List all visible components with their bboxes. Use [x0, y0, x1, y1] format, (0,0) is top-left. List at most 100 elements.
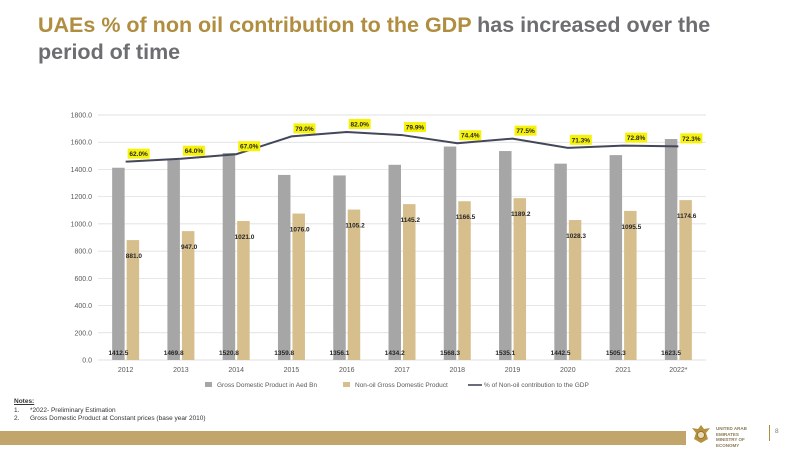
legend-label: Gross Domestic Product in Aed Bn: [217, 382, 317, 389]
pct-line: [125, 130, 679, 163]
gdp-bar: [664, 139, 678, 360]
x-tick-label: 2019: [505, 367, 521, 374]
gdp-data-label: 1568.3: [440, 350, 460, 357]
page-title-rest: has increased over the period of time: [38, 13, 711, 64]
gdp-bar: [333, 175, 346, 360]
gdp-data-label: 1359.8: [274, 350, 294, 357]
nonoil-bar: [513, 198, 527, 360]
pct-data-label: 72.8%: [627, 135, 646, 142]
y-tick-label: 200.0: [74, 330, 92, 337]
chart-bars: [112, 139, 692, 360]
page-number: 8: [775, 428, 779, 435]
nonoil-bar: [237, 221, 250, 360]
x-tick-label: 2015: [284, 367, 300, 374]
gdp-bar: [277, 174, 291, 360]
nonoil-data-label: 1028.3: [566, 233, 586, 240]
gdp-data-label: 1356.1: [330, 350, 350, 357]
gdp-bar: [222, 153, 236, 360]
ministry-line: UNITED ARAB EMIRATES: [716, 426, 747, 437]
nonoil-data-label: 1105.2: [345, 223, 365, 230]
pct-data-label: 74.4%: [461, 133, 480, 140]
pct-label-bg: [459, 130, 482, 141]
nonoil-bar: [181, 231, 195, 360]
gdp-data-label: 1535.1: [495, 350, 515, 357]
pct-label-bg: [404, 122, 426, 133]
uae-emblem-icon: [692, 425, 710, 443]
legend-label: Non-oil Gross Domestic Product: [355, 382, 448, 389]
nonoil-data-label: 1076.0: [290, 227, 310, 234]
chart-legend: Gross Domestic Product in Aed Bn Non-oil …: [205, 382, 589, 389]
nonoil-data-label: 1166.5: [456, 214, 476, 221]
chart-line: [125, 130, 679, 163]
gdp-data-label: 1412.5: [108, 350, 128, 357]
pct-data-label: 71.3%: [572, 137, 591, 144]
pct-data-label: 67.0%: [240, 144, 259, 151]
y-tick-label: 400.0: [74, 303, 92, 310]
pct-label-bg: [569, 134, 592, 145]
pct-data-label: 62.0%: [129, 151, 148, 158]
note-text: Gross Domestic Product at Constant price…: [30, 415, 206, 422]
y-tick-label: 0.0: [82, 358, 92, 365]
note-text: *2022- Preliminary Estimation: [30, 406, 116, 414]
x-tick-label: 2012: [118, 367, 134, 374]
ministry-name: UNITED ARAB EMIRATES MINISTRY OF ECONOMY: [716, 426, 768, 448]
pct-label-bg: [293, 123, 316, 134]
chart-grid: [98, 114, 706, 361]
legend-swatch: [343, 382, 350, 387]
gdp-bar: [499, 151, 512, 360]
legend-swatch: [205, 382, 212, 387]
page-title: UAEs % of non oil contribution to the GD…: [38, 12, 768, 66]
gdp-bar: [388, 164, 401, 360]
gdp-data-label: 1442.5: [551, 350, 571, 357]
y-axis-ticks: 0.0 200.0 400.0 600.0 800.0 1000.0 1200.0 1400.…: [71, 113, 93, 365]
x-tick-label: 2021: [615, 367, 631, 374]
nonoil-bar: [347, 209, 361, 360]
x-tick-label: 2016: [339, 367, 355, 374]
nonoil-bar: [292, 213, 305, 360]
page-title-accent: UAEs % of non oil contribution to the GD…: [38, 13, 472, 37]
nonoil-bar: [126, 240, 140, 360]
pct-label-bg: [680, 133, 703, 144]
pct-label-bg: [514, 125, 537, 136]
gdp-bar: [112, 167, 125, 360]
gdp-data-label: 1520.8: [219, 350, 239, 357]
pct-data-label: 77.5%: [516, 128, 535, 135]
pct-data-label: 64.0%: [185, 148, 204, 155]
gdp-chart: 0.0 200.0 400.0 600.0 800.0 1000.0 1200.0 1400.…: [71, 113, 706, 389]
note-number: 1.: [14, 406, 20, 414]
pct-label-bg: [625, 132, 648, 143]
nonoil-data-label: 1095.5: [621, 224, 641, 231]
y-tick-label: 600.0: [74, 276, 92, 283]
note-item: 2. Gross Domestic Product at Constant pri…: [14, 415, 206, 424]
y-tick-label: 1600.0: [71, 140, 93, 147]
nonoil-data-label: 1145.2: [400, 217, 420, 224]
x-tick-label: 2014: [228, 367, 244, 374]
gdp-data-label: 1434.2: [385, 350, 405, 357]
x-tick-label: 2013: [173, 367, 189, 374]
footer-bar: [0, 431, 686, 445]
notes: Notes: 1. *2022- Preliminary Estimation 2…: [14, 398, 206, 424]
nonoil-bar: [624, 210, 637, 360]
pct-data-label: 79.9%: [406, 125, 425, 132]
nonoil-bar: [568, 220, 582, 360]
nonoil-data-label: 1189.2: [511, 211, 531, 218]
nonoil-data-label: 1174.6: [677, 213, 697, 220]
gdp-bar: [609, 155, 623, 360]
nonoil-data-label: 947.0: [181, 244, 198, 251]
x-tick-label: 2020: [560, 367, 576, 374]
gdp-data-label: 1623.5: [661, 350, 681, 357]
y-tick-label: 1800.0: [71, 113, 93, 120]
pct-data-label: 82.0%: [351, 121, 370, 128]
nonoil-bar: [679, 200, 692, 360]
legend-label: % of Non-oil contribution to the GDP: [484, 382, 589, 389]
y-tick-label: 1400.0: [71, 167, 93, 174]
nonoil-data-label: 881.0: [126, 253, 143, 260]
x-axis-ticks: 2012 2013 2014 2015 2016 2017 2018 2019 2020 2021…: [118, 367, 688, 374]
pct-label-bg: [348, 118, 371, 129]
x-tick-label: 2022*: [669, 367, 688, 374]
notes-heading: Notes:: [14, 398, 35, 405]
pct-data-label: 79.0%: [295, 126, 314, 133]
gdp-data-label: 1505.3: [606, 350, 626, 357]
ministry-line: MINISTRY OF ECONOMY: [716, 437, 745, 448]
y-tick-label: 1000.0: [71, 221, 93, 228]
